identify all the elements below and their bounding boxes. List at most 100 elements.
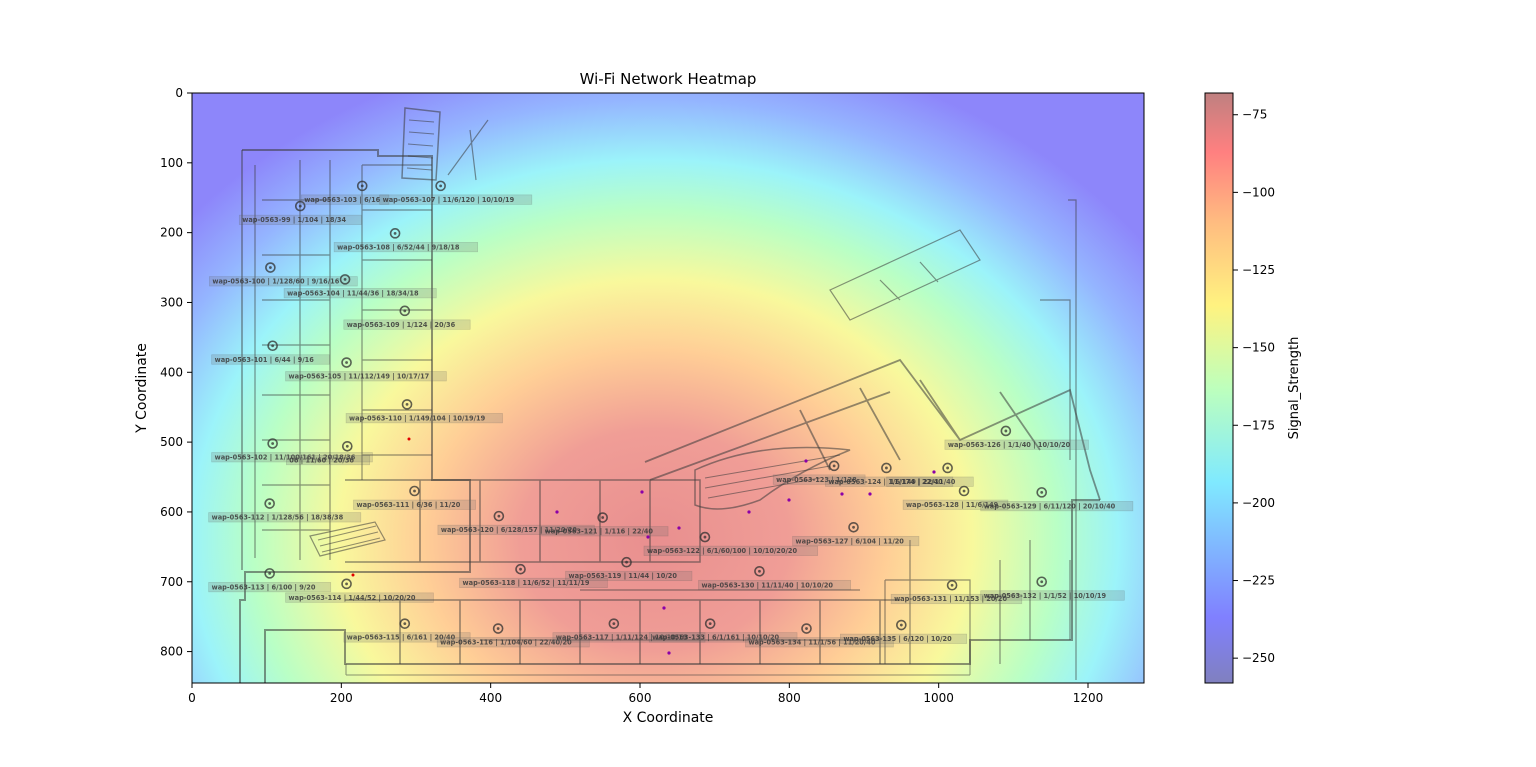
access-point-label-box	[459, 577, 608, 588]
y-tick-label: 400	[160, 365, 183, 379]
access-point: 06 | 11/60 | 20/36	[286, 441, 371, 466]
client-dots	[555, 459, 936, 655]
access-point-label: wap-0563-120 | 6/128/157 | 11/20/20	[441, 526, 578, 535]
access-point-icon-center	[852, 525, 855, 529]
access-point-label-box	[825, 476, 974, 487]
access-point-icon-center	[612, 622, 616, 626]
access-point-icon-center	[1040, 580, 1044, 584]
access-point-icon-center	[1004, 429, 1008, 433]
access-point-label-box	[238, 214, 362, 225]
access-point-icon	[409, 485, 420, 497]
access-point-icon	[1036, 576, 1048, 588]
access-point-icon	[399, 618, 411, 629]
access-point: wap-0563-110 | 1/149/104 | 10/19/19	[345, 399, 503, 423]
access-point-label: wap-0563-116 | 1/104/60 | 22/40/20	[440, 639, 572, 648]
access-point-label: wap-0563-122 | 6/1/60/100 | 10/10/20/20	[647, 547, 798, 556]
y-tick-label: 800	[160, 645, 183, 659]
access-point-icon	[597, 512, 608, 523]
x-tick-label: 200	[330, 691, 353, 705]
access-point: wap-0563-131 | 11/153 | 20/20	[890, 579, 1023, 605]
access-point-label: wap-0563-135 | 6/120 | 10/20	[843, 635, 952, 644]
access-point: wap-0563-129 | 6/11/120 | 20/10/40	[980, 487, 1134, 512]
access-point-label-box	[343, 319, 471, 330]
access-point-icon	[265, 262, 276, 273]
access-point-icon	[264, 498, 275, 509]
access-point: wap-0563-113 | 6/100 | 9/20	[208, 568, 332, 593]
x-tick-label: 600	[629, 691, 652, 705]
access-point-icon-center	[403, 309, 407, 313]
access-point-icon-center	[343, 278, 347, 281]
access-point-label: wap-0563-134 | 11/1/56 | 11/20/40	[749, 639, 876, 648]
access-point-icon-center	[298, 204, 302, 208]
access-point-label-box	[890, 593, 1023, 605]
access-point-label-box	[208, 582, 332, 593]
access-point-icon-center	[393, 231, 397, 235]
access-point-icon	[339, 274, 351, 285]
access-point-icon	[267, 438, 278, 449]
access-point-icon-center	[413, 489, 416, 493]
access-point-label: wap-0563-114 | 1/44/52 | 10/20/20	[289, 594, 416, 603]
access-point-icon	[294, 200, 306, 212]
access-point-label: wap-0563-100 | 1/128/60 | 9/16/16	[212, 278, 339, 287]
access-point-label: wap-0563-112 | 1/128/56 | 18/38/38	[212, 514, 344, 523]
access-point: wap-0563-126 | 1/1/40 | 10/10/20	[944, 425, 1089, 450]
y-tick-label: 0	[175, 86, 183, 100]
access-point-label-box	[333, 242, 478, 253]
access-point-label: wap-0563-124 | 1/6/149 | 22/11/40	[828, 478, 955, 487]
access-point-label-box	[840, 633, 968, 644]
chart-title: Wi-Fi Network Heatmap	[580, 70, 757, 88]
access-point-icon	[699, 531, 711, 543]
access-point-icon-center	[601, 516, 605, 519]
access-point-icon	[341, 578, 352, 590]
colorbar-tick-label: −250	[1242, 651, 1275, 665]
access-point-label-box	[643, 545, 818, 556]
access-point-icon-center	[805, 627, 808, 630]
access-point-icon	[267, 340, 278, 352]
access-point-icon-center	[962, 489, 966, 493]
access-point-label-box	[980, 501, 1134, 512]
access-point: wap-0563-102 | 11/100/161 | 20/18/36	[211, 438, 373, 463]
access-point: wap-0563-132 | 1/1/52 | 10/10/19	[980, 576, 1125, 601]
access-point-label: wap-0563-121 | 1/116 | 22/40	[545, 528, 654, 537]
access-point: wap-0563-111 | 6/36 | 11/20	[353, 485, 476, 510]
access-point-icon	[342, 441, 353, 452]
access-point-label: wap-0563-133 | 6/1/161 | 10/10/20	[652, 634, 779, 643]
access-point-label-box	[541, 526, 669, 537]
access-point-label-box	[211, 452, 373, 463]
colorbar-tick-label: −100	[1242, 185, 1275, 199]
access-point: wap-0563-134 | 11/1/56 | 11/20/40	[745, 623, 894, 648]
access-point-label: 11/174 | 22/40	[890, 478, 944, 487]
access-point-icon-center	[497, 514, 501, 518]
access-point-icon	[341, 357, 352, 368]
access-point-label: wap-0563-101 | 6/44 | 9/16	[215, 356, 315, 365]
access-point-icon	[958, 485, 970, 497]
access-point-icon-center	[345, 361, 348, 364]
access-point-label: wap-0563-118 | 11/6/52 | 11/11/19	[463, 579, 590, 588]
access-point-label-box	[745, 637, 894, 648]
access-point-icon	[399, 305, 411, 317]
access-point-icon-center	[899, 623, 903, 627]
access-point-label-box	[353, 499, 476, 510]
access-point-icon-center	[885, 466, 888, 470]
access-point: wap-0563-107 | 11/6/120 | 10/10/19	[379, 180, 533, 205]
access-point-label: wap-0563-127 | 6/104 | 11/20	[796, 537, 905, 546]
access-point-icon	[946, 579, 958, 591]
access-point-icon-center	[832, 464, 836, 468]
access-point-label: wap-0563-111 | 6/36 | 11/20	[357, 501, 461, 510]
plot-area: wap-0563-99 | 1/104 | 18/34 wap-0563-100 …	[192, 93, 1144, 683]
access-point-icon-center	[950, 583, 954, 587]
y-tick-label: 500	[160, 435, 183, 449]
access-point-label-box	[648, 632, 798, 643]
access-point-icon-center	[271, 344, 275, 348]
access-point-label-box	[286, 455, 371, 466]
colorbar-tick-label: −200	[1242, 496, 1275, 510]
access-point: wap-0563-117 | 1/11/124 | 10/10/19	[552, 618, 706, 643]
access-point-icon	[754, 565, 765, 577]
access-point-icon	[621, 556, 632, 568]
access-point-label: wap-0563-126 | 1/1/40 | 10/10/20	[948, 441, 1071, 450]
access-point-label: wap-0563-130 | 11/11/40 | 10/10/20	[701, 581, 833, 590]
access-point-icon-center	[405, 403, 409, 406]
access-point-label-box	[379, 194, 533, 205]
access-point: wap-0563-99 | 1/104 | 18/34	[238, 200, 362, 225]
colorbar-frame	[1204, 92, 1234, 684]
